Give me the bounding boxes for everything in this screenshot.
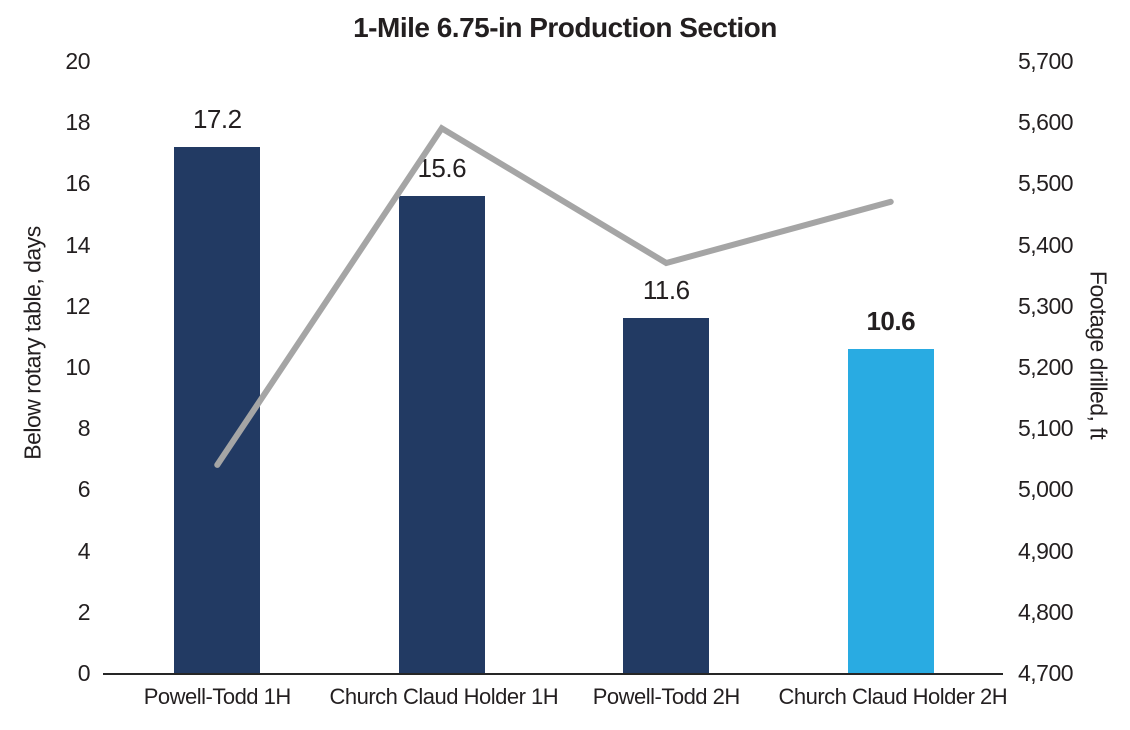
chart-title: 1-Mile 6.75-in Production Section	[353, 12, 777, 43]
left-axis-tick-label: 18	[65, 109, 90, 136]
right-axis-tick-label: 5,200	[1018, 354, 1074, 380]
right-axis-tick-label: 4,900	[1018, 537, 1074, 564]
left-axis-tick-label: 8	[77, 415, 91, 442]
bar-data-label: 10.6	[866, 305, 916, 336]
right-axis-tick-label: 5,500	[1018, 170, 1074, 197]
right-axis-tick-label: 5,000	[1018, 476, 1074, 503]
x-axis-category-label: Powell-Todd 2H	[592, 684, 741, 709]
right-axis-tick-label: 5,700	[1018, 48, 1074, 74]
x-axis-line	[103, 673, 1003, 675]
right-axis-tick-label: 5,600	[1018, 109, 1074, 136]
left-axis-tick-label: 2	[77, 598, 91, 625]
bar-data-label: 11.6	[642, 275, 690, 306]
bar-1	[174, 146, 261, 673]
left-axis-tick-label: 4	[77, 537, 91, 564]
left-axis-tick-label: 14	[65, 231, 90, 258]
x-axis-category-label: Church Claud Holder 1H	[329, 684, 559, 709]
x-axis-category-label: Church Claud Holder 2H	[778, 684, 1008, 709]
x-axis-category-label: Powell-Todd 1H	[143, 684, 292, 709]
right-axis-tick-label: 4,700	[1018, 660, 1074, 686]
bar-4	[847, 348, 934, 673]
left-axis-tick-label: 12	[65, 292, 90, 319]
right-axis-tick-label: 5,400	[1018, 231, 1074, 258]
right-axis-tick-label: 5,300	[1018, 292, 1074, 319]
bar-2	[398, 195, 485, 673]
left-axis-tick-label: 6	[77, 476, 91, 503]
left-axis-tick-label: 0	[77, 660, 91, 686]
left-axis-tick-label: 10	[65, 354, 90, 380]
footage-line	[214, 124, 894, 468]
bar-3	[623, 318, 710, 673]
left-axis-tick-label: 16	[65, 170, 90, 197]
right-axis-tick-label: 5,100	[1018, 415, 1074, 442]
bar-data-label: 17.2	[192, 103, 242, 134]
left-axis-tick-label: 20	[65, 48, 90, 74]
bar-data-label: 15.6	[417, 152, 467, 183]
right-axis-tick-label: 4,800	[1018, 598, 1074, 625]
